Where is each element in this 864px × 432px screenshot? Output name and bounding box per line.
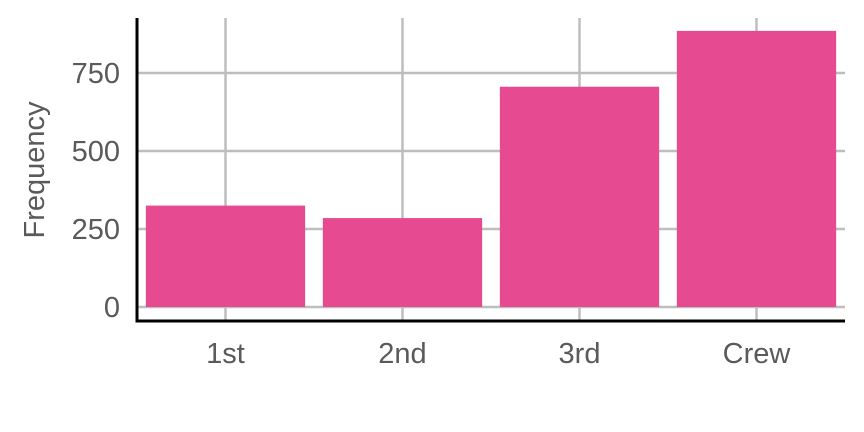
x-tick-labels: 1st 2nd 3rd Crew — [206, 338, 791, 370]
y-tick-label-1: 250 — [72, 214, 120, 246]
axes — [135, 18, 845, 323]
y-tick-label-0: 0 — [104, 292, 120, 324]
bar-3rd — [499, 86, 660, 307]
y-tick-label-2: 500 — [72, 136, 120, 168]
y-tick-label-3: 750 — [72, 58, 120, 90]
bar-1st — [145, 205, 306, 307]
y-axis-title: Frequency — [19, 101, 51, 239]
bar-2nd — [322, 218, 483, 307]
x-tick-label-1: 2nd — [378, 338, 426, 370]
x-tick-label-3: Crew — [723, 338, 792, 370]
y-tick-labels: 0 250 500 750 — [72, 58, 120, 324]
x-tick-label-2: 3rd — [559, 338, 601, 370]
bars — [145, 30, 837, 307]
x-tick-label-0: 1st — [206, 338, 245, 370]
bar-crew — [676, 30, 837, 307]
